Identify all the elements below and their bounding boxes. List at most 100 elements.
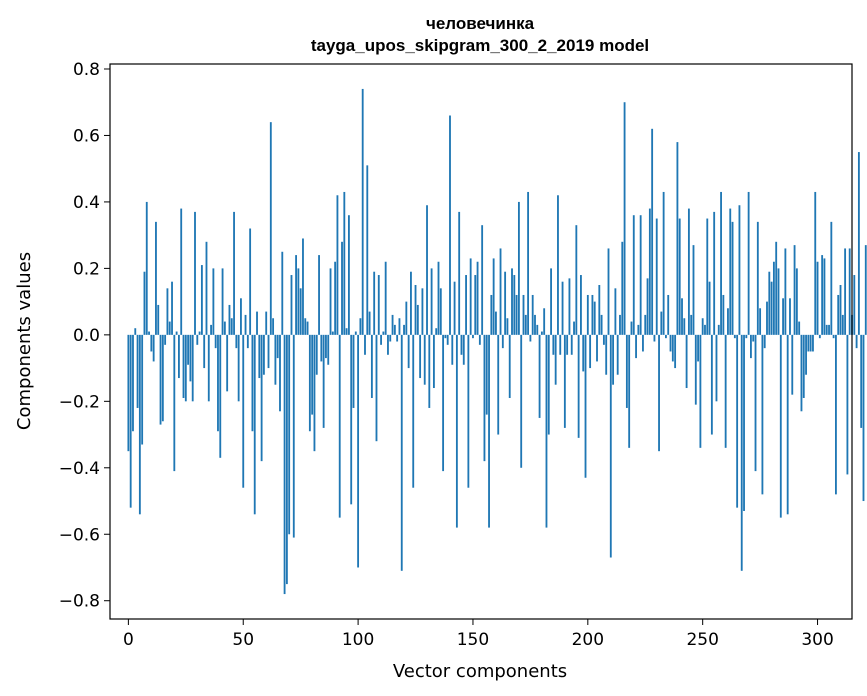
x-tick-label: 300 bbox=[801, 630, 833, 650]
bar-110 bbox=[380, 334, 382, 345]
chart-subtitle: tayga_upos_skipgram_300_2_2019 model bbox=[311, 36, 649, 55]
bar-270 bbox=[747, 191, 750, 335]
bar-320 bbox=[862, 334, 865, 502]
bar-4 bbox=[136, 334, 139, 408]
bar-27 bbox=[189, 334, 192, 382]
bar-52 bbox=[246, 334, 249, 349]
bar-74 bbox=[297, 268, 300, 335]
bar-38 bbox=[214, 334, 217, 349]
bar-6 bbox=[141, 334, 144, 445]
bar-249 bbox=[699, 334, 702, 448]
bar-312 bbox=[844, 248, 847, 335]
bar-231 bbox=[658, 334, 660, 452]
bar-252 bbox=[706, 218, 709, 335]
bar-244 bbox=[687, 208, 690, 335]
bar-216 bbox=[623, 102, 626, 335]
bar-297 bbox=[809, 334, 812, 352]
bar-127 bbox=[419, 334, 422, 379]
bar-221 bbox=[635, 334, 637, 359]
bar-211 bbox=[612, 334, 615, 385]
bar-119 bbox=[400, 334, 403, 571]
bar-301 bbox=[818, 334, 821, 339]
bar-111 bbox=[382, 331, 385, 335]
bar-76 bbox=[302, 238, 304, 335]
bar-274 bbox=[756, 221, 759, 335]
bar-47 bbox=[235, 334, 238, 349]
bar-308 bbox=[835, 334, 837, 495]
bar-217 bbox=[625, 334, 628, 408]
bar-199 bbox=[584, 334, 587, 478]
bar-193 bbox=[570, 334, 573, 355]
bar-30 bbox=[196, 334, 199, 345]
bar-51 bbox=[244, 314, 247, 335]
bar-69 bbox=[285, 334, 288, 585]
bar-242 bbox=[683, 318, 686, 335]
y-tick-label: 0.2 bbox=[73, 259, 100, 279]
bar-159 bbox=[492, 258, 495, 335]
bar-278 bbox=[766, 301, 768, 335]
bar-241 bbox=[681, 298, 683, 335]
x-tick-label: 200 bbox=[572, 630, 604, 650]
bar-45 bbox=[230, 318, 233, 335]
bar-121 bbox=[405, 301, 408, 335]
bar-321 bbox=[864, 245, 867, 335]
bar-174 bbox=[527, 191, 530, 335]
bar-114 bbox=[389, 334, 392, 342]
bar-185 bbox=[552, 334, 555, 355]
bar-72 bbox=[292, 334, 295, 538]
bar-1 bbox=[129, 334, 132, 508]
bar-83 bbox=[318, 255, 320, 335]
bar-129 bbox=[423, 334, 426, 385]
bar-166 bbox=[508, 334, 511, 398]
bar-0 bbox=[127, 334, 130, 452]
bar-181 bbox=[543, 308, 546, 335]
bar-86 bbox=[325, 334, 327, 359]
bar-229 bbox=[653, 334, 656, 342]
bar-93 bbox=[341, 241, 343, 335]
bar-64 bbox=[274, 334, 277, 385]
bar-254 bbox=[710, 334, 713, 435]
bar-205 bbox=[598, 285, 601, 335]
y-axis-label: Components values bbox=[14, 252, 35, 430]
x-tick-label: 100 bbox=[342, 630, 374, 650]
bar-304 bbox=[825, 324, 828, 335]
bar-71 bbox=[290, 275, 293, 335]
bar-281 bbox=[772, 261, 775, 335]
bar-97 bbox=[350, 334, 353, 505]
bar-124 bbox=[412, 334, 415, 488]
bar-208 bbox=[605, 334, 608, 375]
bar-243 bbox=[685, 334, 688, 389]
bar-9 bbox=[148, 331, 150, 335]
bar-137 bbox=[442, 334, 445, 472]
bar-154 bbox=[481, 225, 484, 335]
bar-12 bbox=[155, 221, 157, 335]
x-tick-label: 0 bbox=[123, 630, 134, 650]
bar-287 bbox=[786, 334, 789, 515]
bar-207 bbox=[602, 334, 605, 345]
bar-265 bbox=[736, 334, 739, 508]
bar-319 bbox=[860, 334, 863, 428]
bar-187 bbox=[557, 195, 559, 335]
bar-31 bbox=[198, 331, 201, 335]
bar-29 bbox=[194, 211, 196, 335]
bar-235 bbox=[667, 294, 670, 335]
bar-39 bbox=[217, 334, 219, 432]
y-tick-label: −0.8 bbox=[59, 592, 100, 612]
bar-263 bbox=[731, 221, 734, 335]
bar-60 bbox=[265, 311, 268, 335]
y-tick-label: 0.6 bbox=[73, 126, 100, 146]
bar-131 bbox=[428, 334, 431, 408]
bar-148 bbox=[467, 334, 470, 488]
bar-118 bbox=[398, 318, 401, 335]
bar-212 bbox=[614, 288, 617, 335]
bar-98 bbox=[352, 334, 355, 408]
bar-17 bbox=[166, 288, 169, 335]
bar-276 bbox=[761, 334, 764, 495]
bar-167 bbox=[511, 268, 513, 335]
bar-20 bbox=[173, 334, 176, 472]
bar-165 bbox=[506, 318, 509, 335]
bar-40 bbox=[219, 334, 222, 458]
bar-23 bbox=[180, 208, 183, 335]
bar-299 bbox=[814, 191, 817, 335]
